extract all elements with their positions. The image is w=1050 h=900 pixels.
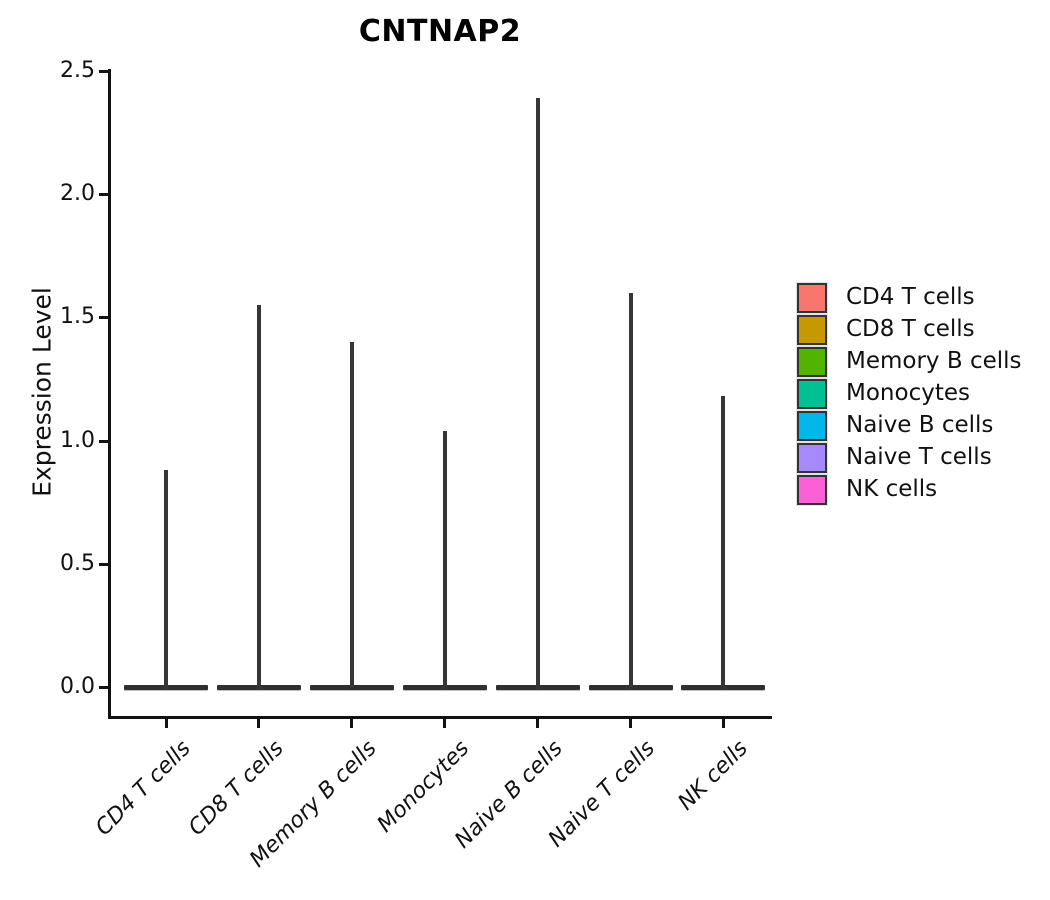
legend-row: CD4 T cells (796, 282, 1047, 314)
legend-row: CD8 T cells (796, 314, 1047, 346)
x-tick-label: CD8 T cells (183, 736, 289, 841)
x-tick-mark (443, 719, 447, 728)
x-tick-mark (257, 719, 261, 728)
y-tick-label: 2.0 (60, 181, 95, 207)
x-tick-label: NK cells (673, 736, 754, 816)
x-tick-mark (629, 719, 632, 728)
legend-label: Monocytes (846, 380, 970, 406)
legend-label: CD8 T cells (846, 316, 975, 342)
legend-key-swatch (796, 442, 828, 474)
violin-spike (442, 430, 447, 689)
x-tick-mark (164, 719, 168, 728)
legend-row: NK cells (796, 474, 1047, 506)
legend-label: NK cells (846, 476, 938, 502)
violin-spike (628, 292, 633, 689)
y-tick-label: 1.0 (60, 427, 95, 453)
y-tick-label: 0.0 (60, 674, 95, 699)
legend-key-swatch (796, 410, 828, 442)
legend-key-swatch (796, 314, 828, 346)
legend-label: Naive T cells (846, 444, 992, 470)
x-tick-mark (350, 719, 354, 728)
x-axis-line (108, 716, 772, 719)
chart-title: CNTNAP2 (358, 14, 522, 49)
x-tick-mark (721, 719, 725, 728)
violin-spike (349, 342, 354, 689)
y-tick-label: 0.5 (60, 550, 95, 576)
x-tick-label: CD4 T cells (90, 736, 196, 841)
y-tick-mark (99, 439, 108, 443)
violin-spike (164, 470, 168, 689)
violin-spike (535, 98, 540, 689)
legend-label: CD4 T cells (846, 284, 975, 310)
legend-row: Monocytes (796, 378, 1047, 410)
legend-label: Naive B cells (846, 412, 994, 438)
violin-spike (256, 305, 261, 689)
y-tick-mark (99, 316, 108, 320)
x-tick-mark (536, 719, 540, 728)
y-tick-label: 2.5 (60, 58, 95, 83)
legend-row: Naive T cells (796, 442, 1047, 474)
y-tick-label: 1.5 (60, 304, 95, 330)
legend-key-swatch (796, 378, 828, 410)
legend-row: Naive B cells (796, 410, 1047, 442)
y-tick-mark (99, 562, 108, 566)
legend-row: Memory B cells (796, 346, 1047, 378)
legend-key-swatch (796, 346, 828, 378)
y-axis-line (108, 69, 111, 719)
violin-spike (721, 396, 726, 689)
y-tick-mark (99, 686, 108, 689)
legend-key-swatch (796, 474, 828, 506)
y-tick-mark (99, 70, 108, 73)
y-tick-mark (99, 193, 108, 197)
legend-label: Memory B cells (846, 348, 1022, 374)
legend-key-swatch (796, 282, 828, 314)
x-tick-label: Monocytes (372, 736, 475, 838)
